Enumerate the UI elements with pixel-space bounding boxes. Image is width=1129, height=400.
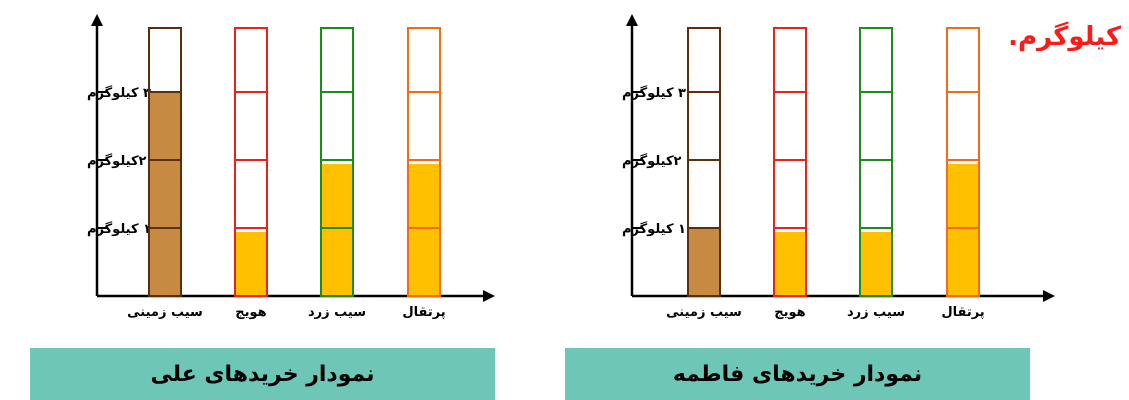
category-label-fatemeh-3: پرتقال	[941, 305, 984, 320]
chart-title-fatemeh: نمودار خریدهای فاطمه	[672, 362, 923, 387]
bar-fill-fatemeh-1	[775, 232, 805, 296]
bar-ali-3	[407, 27, 441, 297]
bar-fatemeh-0	[687, 27, 721, 297]
y-tick-label-ali-2: ۲کیلوگرم	[87, 153, 147, 169]
bar-fill-ali-1	[236, 232, 266, 296]
y-tick-label-fatemeh-1: ۱ کیلوگرم	[622, 221, 686, 237]
unit-note: کیلوگرم.	[1008, 22, 1121, 52]
bar-fill-fatemeh-0	[689, 228, 719, 296]
bar-fatemeh-3	[946, 27, 980, 297]
category-label-ali-2: سیب زرد	[308, 305, 366, 320]
bar-fill-ali-3	[409, 164, 439, 296]
category-label-fatemeh-0: سیب زمینی	[666, 305, 742, 320]
y-axis-arrow-fatemeh	[626, 14, 638, 26]
bar-fatemeh-2	[859, 27, 893, 297]
bar-ali-1	[234, 27, 268, 297]
bar-fill-fatemeh-2	[861, 232, 891, 296]
category-label-ali-3: پرتقال	[402, 305, 445, 320]
bar-ali-0	[148, 27, 182, 297]
bar-ali-2	[320, 27, 354, 297]
y-axis-arrow-ali	[91, 14, 103, 26]
y-tick-label-fatemeh-2: ۲کیلوگرم	[622, 153, 682, 169]
bar-fill-ali-2	[322, 164, 352, 296]
category-label-ali-0: سیب زمینی	[127, 305, 203, 320]
bar-fill-ali-0	[150, 92, 180, 296]
category-label-fatemeh-2: سیب زرد	[847, 305, 905, 320]
y-tick-label-fatemeh-3: ۳ کیلوگرم	[622, 85, 686, 101]
category-label-fatemeh-1: هویج	[774, 305, 805, 320]
x-axis-arrow-ali	[483, 290, 495, 302]
category-label-ali-1: هویج	[235, 305, 266, 320]
x-axis-arrow-fatemeh	[1043, 290, 1055, 302]
chart-title-box-fatemeh: نمودار خریدهای فاطمه	[565, 348, 1030, 400]
charts-canvas: ۱ کیلوگرم ۲کیلوگرم ۳ کیلوگرم سیب زمینی هویج س…	[87, 14, 1055, 320]
y-tick-label-ali-1: ۱ کیلوگرم	[87, 221, 151, 237]
chart-title-box-ali: نمودار خریدهای علی	[30, 348, 495, 400]
bar-fatemeh-1	[773, 27, 807, 297]
y-tick-label-ali-3: ۳ کیلوگرم	[87, 85, 151, 101]
chart-title-ali: نمودار خریدهای علی	[150, 362, 375, 387]
bar-fill-fatemeh-3	[948, 164, 978, 296]
